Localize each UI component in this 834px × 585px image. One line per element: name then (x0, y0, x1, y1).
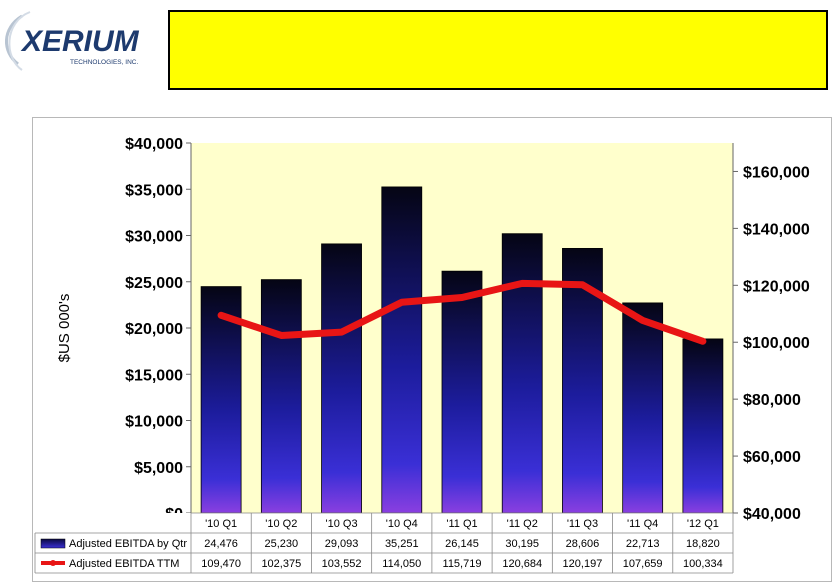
category-label-3: '10 Q4 (386, 518, 418, 530)
y-tick-label-7: $35,000 (125, 182, 183, 199)
legend-label-line: Adjusted EBITDA TTM (69, 558, 179, 570)
category-label-4: '11 Q1 (446, 518, 477, 530)
bar-value-6: 28,606 (566, 538, 600, 550)
bar-value-5: 30,195 (505, 538, 539, 550)
ttm-point-6 (579, 282, 585, 288)
ttm-point-1 (278, 332, 284, 338)
y2-tick-label-3: $100,000 (743, 335, 810, 352)
y2-tick-label-1: $60,000 (743, 449, 801, 466)
y-tick-label-2: $10,000 (125, 414, 183, 431)
category-label-6: '11 Q3 (567, 518, 598, 530)
ttm-value-1: 102,375 (261, 558, 301, 570)
xerium-logo: XERIUM TECHNOLOGIES, INC. (0, 0, 150, 80)
ttm-point-8 (700, 338, 706, 344)
category-label-8: '12 Q1 (687, 518, 719, 530)
y2-tick-label-5: $140,000 (743, 221, 810, 238)
y-tick-label-5: $25,000 (125, 275, 183, 292)
ttm-point-3 (399, 299, 405, 305)
bar-value-3: 35,251 (385, 538, 419, 550)
y-tick-label-8: $40,000 (125, 136, 183, 153)
bar-5 (501, 233, 543, 514)
ebitda-chart: $0$5,000$10,000$15,000$20,000$25,000$30,… (34, 136, 810, 574)
bar-2 (321, 243, 362, 514)
bar-7 (622, 302, 664, 514)
bar-value-7: 22,713 (626, 538, 660, 550)
y2-tick-label-2: $80,000 (743, 392, 801, 409)
bar-value-8: 18,820 (686, 538, 720, 550)
bar-value-1: 25,230 (265, 538, 299, 550)
ttm-point-4 (459, 294, 465, 300)
category-label-1: '10 Q2 (265, 518, 297, 530)
ttm-point-5 (519, 280, 525, 286)
ttm-point-7 (640, 317, 646, 323)
bar-1 (260, 279, 302, 514)
bar-value-0: 24,476 (204, 538, 238, 550)
y-tick-label-6: $30,000 (125, 229, 183, 246)
ttm-value-7: 107,659 (623, 558, 663, 570)
y-axis-title: $US 000's (56, 294, 73, 363)
legend-swatch-bars (40, 538, 66, 549)
legend-swatch-line-marker (50, 560, 56, 566)
bar-value-2: 29,093 (325, 538, 359, 550)
bar-value-4: 26,145 (445, 538, 479, 550)
y-tick-label-1: $5,000 (134, 460, 183, 477)
ttm-value-2: 103,552 (322, 558, 362, 570)
y2-tick-label-4: $120,000 (743, 278, 810, 295)
ttm-value-5: 120,684 (502, 558, 542, 570)
title-banner (168, 10, 828, 90)
category-label-7: '11 Q4 (627, 518, 658, 530)
logo-tagline: TECHNOLOGIES, INC. (70, 59, 138, 66)
ttm-value-6: 120,197 (563, 558, 603, 570)
category-label-0: '10 Q1 (205, 518, 237, 530)
chart-frame: $0$5,000$10,000$15,000$20,000$25,000$30,… (32, 117, 832, 582)
ttm-value-0: 109,470 (201, 558, 241, 570)
category-label-2: '10 Q3 (326, 518, 358, 530)
logo-mark: XERIUM TECHNOLOGIES, INC. (5, 11, 140, 71)
ttm-value-8: 100,334 (683, 558, 723, 570)
bar-0 (200, 286, 242, 514)
y2-tick-label-0: $40,000 (743, 506, 801, 523)
y2-tick-label-6: $160,000 (743, 164, 810, 181)
logo-wordmark: XERIUM (20, 25, 140, 58)
ttm-point-2 (339, 329, 345, 335)
legend-label-bars: Adjusted EBITDA by Qtr (69, 538, 187, 550)
y-tick-label-3: $15,000 (125, 367, 183, 384)
bar-8 (682, 338, 724, 514)
table-background (35, 513, 733, 573)
ttm-value-3: 114,050 (382, 558, 421, 570)
bar-3 (381, 186, 423, 514)
ttm-value-4: 115,719 (443, 558, 482, 570)
y-tick-label-4: $20,000 (125, 321, 183, 338)
ttm-point-0 (218, 312, 224, 318)
bar-4 (441, 270, 483, 514)
category-label-5: '11 Q2 (507, 518, 538, 530)
